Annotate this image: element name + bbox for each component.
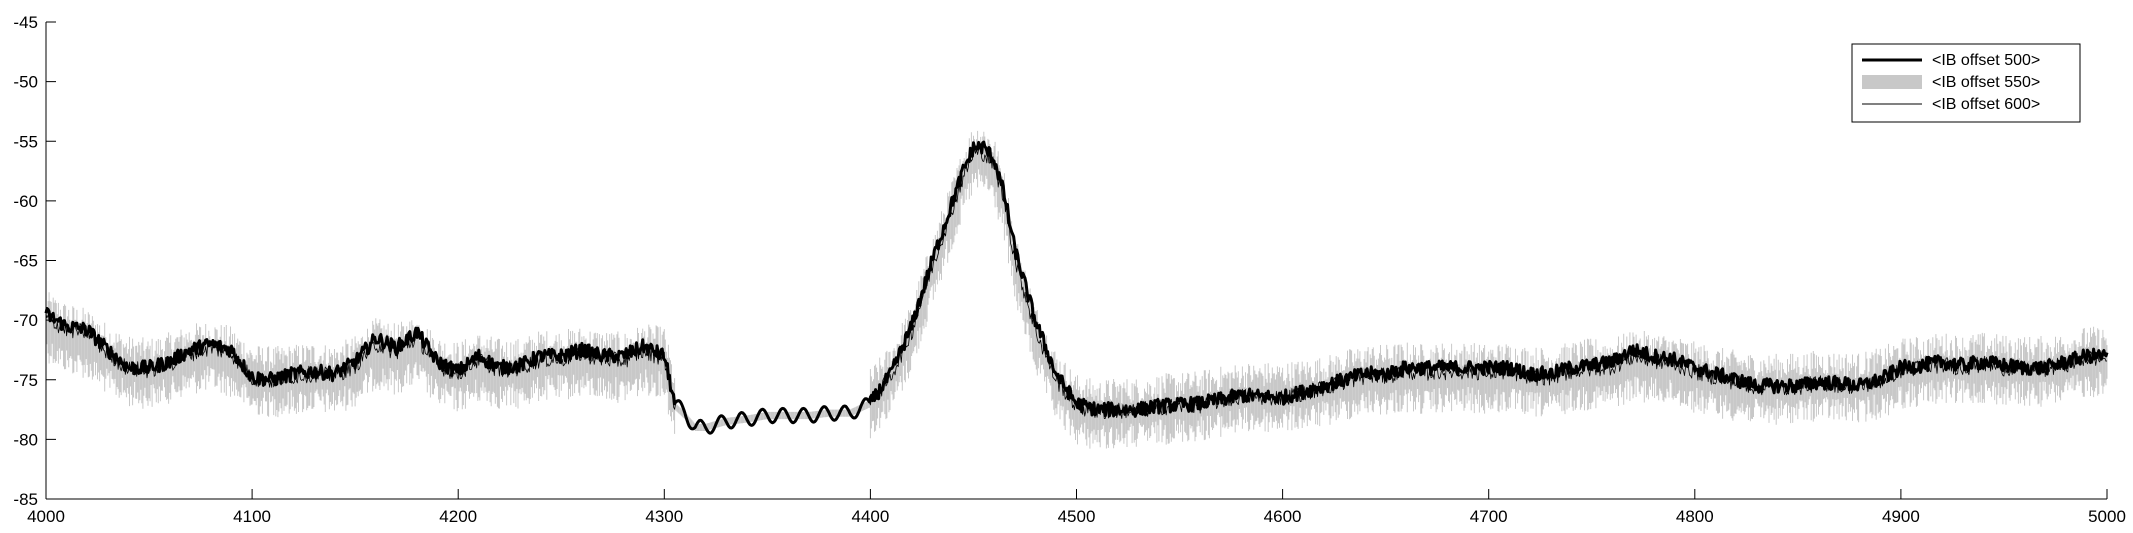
series-line-2 bbox=[45, 146, 2108, 434]
legend-entry-label: <IB offset 500> bbox=[1932, 52, 2040, 69]
y-tick-label: -85 bbox=[13, 490, 38, 509]
x-tick-label: 4100 bbox=[233, 507, 271, 526]
legend-entry-label: <IB offset 550> bbox=[1932, 74, 2040, 91]
y-tick-label: -55 bbox=[13, 132, 38, 151]
x-tick-label: 4400 bbox=[851, 507, 889, 526]
x-tick-label: 4700 bbox=[1470, 507, 1508, 526]
y-tick-label: -75 bbox=[13, 371, 38, 390]
axes bbox=[45, 21, 2108, 500]
series-lines-layer bbox=[44, 140, 2109, 435]
series-band-1 bbox=[45, 130, 2108, 449]
x-tick-label: 4200 bbox=[439, 507, 477, 526]
y-tick-label: -70 bbox=[13, 311, 38, 330]
x-tick-label: 4800 bbox=[1676, 507, 1714, 526]
x-tick-label: 4600 bbox=[1264, 507, 1302, 526]
legend-entry-label: <IB offset 600> bbox=[1932, 96, 2040, 113]
legend: <IB offset 500> <IB offset 550> <IB offset… bbox=[1851, 43, 2081, 123]
x-tick-label: 4900 bbox=[1882, 507, 1920, 526]
x-tick-label: 5000 bbox=[2088, 507, 2126, 526]
tick-labels: 4000 4100 4200 4300 4400 4500 4600 4700 4800 4900… bbox=[13, 13, 2125, 526]
y-tick-label: -50 bbox=[13, 73, 38, 92]
y-tick-label: -45 bbox=[13, 13, 38, 32]
y-tick-label: -60 bbox=[13, 192, 38, 211]
x-tick-label: 4300 bbox=[645, 507, 683, 526]
x-tick-label: 4000 bbox=[27, 507, 65, 526]
y-tick-label: -80 bbox=[13, 430, 38, 449]
y-tick-label: -65 bbox=[13, 252, 38, 271]
series-band-layer bbox=[45, 130, 2108, 449]
x-tick-label: 4500 bbox=[1058, 507, 1096, 526]
legend-swatch-band bbox=[1862, 75, 1922, 89]
